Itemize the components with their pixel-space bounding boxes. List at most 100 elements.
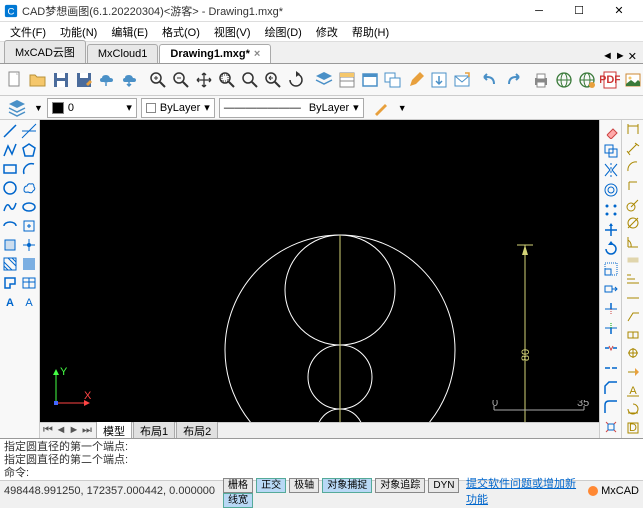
spline-tool[interactable] [1,198,19,216]
status-线宽[interactable]: 线宽 [223,493,253,508]
dim-dia-tool[interactable] [624,215,642,232]
table-tool[interactable] [20,274,38,292]
tab-prev-icon[interactable]: ◄ [602,50,613,63]
tab-next-icon[interactable]: ► [615,50,626,63]
hatch-tool[interactable] [1,255,19,273]
menu-修改[interactable]: 修改 [310,22,344,42]
ellipse-tool[interactable] [20,198,38,216]
close-button[interactable]: ✕ [599,0,639,22]
menu-功能(N)[interactable]: 功能(N) [54,22,103,42]
dim-linear-tool[interactable] [624,122,642,139]
scale-tool[interactable] [602,260,620,278]
layout-last-icon[interactable]: ⏭ [81,424,93,437]
send-button[interactable] [451,67,473,93]
globe-button[interactable] [553,67,575,93]
chamfer-tool[interactable] [602,379,620,397]
pdf-button[interactable]: PDF [599,67,621,93]
block-tool[interactable] [1,236,19,254]
point-tool[interactable] [20,236,38,254]
new-file-button[interactable] [4,67,26,93]
dim-baseline-tool[interactable] [624,271,642,288]
tolerance-tool[interactable] [624,327,642,344]
menu-帮助(H)[interactable]: 帮助(H) [346,22,395,42]
copy-tool[interactable] [602,142,620,160]
insert-tool[interactable] [20,217,38,235]
text-tool[interactable]: A [20,293,38,311]
menu-文件(F)[interactable]: 文件(F) [4,22,52,42]
polygon-tool[interactable] [20,141,38,159]
pline-tool[interactable] [1,141,19,159]
zoom-in-button[interactable] [147,67,169,93]
save-as-button[interactable] [73,67,95,93]
cloud-down-button[interactable] [119,67,141,93]
line-tool[interactable] [1,122,19,140]
doctab[interactable]: MxCloud1 [87,44,159,63]
mirror-tool[interactable] [602,162,620,180]
status-DYN[interactable]: DYN [428,478,459,493]
arc-tool[interactable] [20,160,38,178]
dim-continue-tool[interactable] [624,289,642,306]
explode-tool[interactable] [602,418,620,436]
menu-编辑(E)[interactable]: 编辑(E) [105,22,154,42]
dim-quick-tool[interactable] [624,252,642,269]
status-对象捕捉[interactable]: 对象捕捉 [322,478,372,493]
dim-text-edit-tool[interactable]: A [624,382,642,399]
circle-tool[interactable] [1,179,19,197]
gradient-tool[interactable] [20,255,38,273]
regen-button[interactable] [285,67,307,93]
brush-icon[interactable] [368,95,394,121]
menu-格式(O)[interactable]: 格式(O) [156,22,206,42]
export-button[interactable] [428,67,450,93]
feedback-link[interactable]: 提交软件问题或增加新功能 [466,475,583,507]
rotate-tool[interactable] [602,241,620,259]
zoom-prev-button[interactable] [262,67,284,93]
tab-close-x[interactable]: × [254,48,260,60]
doctab[interactable]: Drawing1.mxg*× [159,44,271,63]
window2-button[interactable] [382,67,404,93]
pan-button[interactable] [193,67,215,93]
globe2-button[interactable] [576,67,598,93]
trim-tool[interactable] [602,300,620,318]
layout-prev-icon[interactable]: ◄ [55,424,67,437]
zoom-extents-button[interactable] [239,67,261,93]
menu-视图(V)[interactable]: 视图(V) [208,22,257,42]
revcloud-tool[interactable] [20,179,38,197]
status-极轴[interactable]: 极轴 [289,478,319,493]
save-button[interactable] [50,67,72,93]
array-tool[interactable] [602,201,620,219]
break-tool[interactable] [602,339,620,357]
window1-button[interactable] [359,67,381,93]
undo-button[interactable] [479,67,501,93]
linetype-combo[interactable]: ———————ByLayer▾ [219,98,364,118]
dim-arc-tool[interactable] [624,159,642,176]
xline-tool[interactable] [20,122,38,140]
color-combo[interactable]: 0▾ [47,98,137,118]
zoom-out-button[interactable] [170,67,192,93]
dim-style-tool[interactable]: D [624,420,642,437]
extend-tool[interactable] [602,320,620,338]
ellipse-arc-tool[interactable] [1,217,19,235]
center-mark-tool[interactable] [624,345,642,362]
maximize-button[interactable]: ☐ [559,0,599,22]
minimize-button[interactable]: ─ [519,0,559,22]
dim-ord-tool[interactable] [624,178,642,195]
layer-button[interactable] [313,67,335,93]
menu-绘图(D)[interactable]: 绘图(D) [259,22,308,42]
move-tool[interactable] [602,221,620,239]
layout-next-icon[interactable]: ► [68,424,80,437]
doctab[interactable]: MxCAD云图 [4,40,86,63]
stretch-tool[interactable] [602,280,620,298]
image-button[interactable] [622,67,643,93]
region-tool[interactable] [1,274,19,292]
bylayer-combo-1[interactable]: ByLayer▾ [141,98,215,118]
dim-aligned-tool[interactable] [624,141,642,158]
dim-edit-tool[interactable] [624,364,642,381]
properties-button[interactable] [336,67,358,93]
tab-close-icon[interactable]: ✕ [628,50,637,63]
status-栅格[interactable]: 栅格 [223,478,253,493]
leader-tool[interactable] [624,308,642,325]
dim-radius-tool[interactable] [624,196,642,213]
mtext-tool[interactable]: A [1,293,19,311]
dim-update-tool[interactable] [624,401,642,418]
layer-dropdown-icon[interactable]: ▼ [34,103,43,113]
